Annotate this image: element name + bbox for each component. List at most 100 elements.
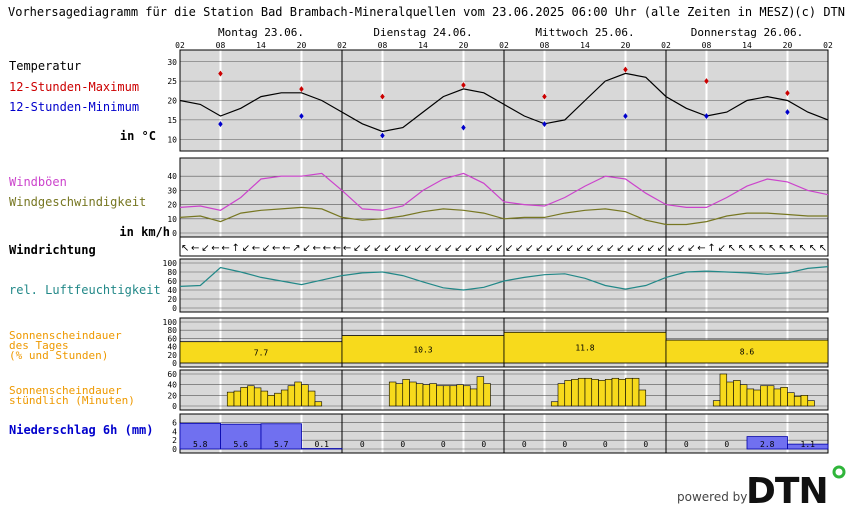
- panel-frame-dir: [179, 236, 829, 257]
- tmax-marker: ♦: [217, 69, 224, 78]
- tmax-label: 12-Stunden-Maximum: [9, 80, 139, 94]
- wind-arrow: ↙: [647, 243, 655, 254]
- hour-tick-label: 08: [540, 41, 550, 50]
- sun-hour-label-2: stündlich (Minuten): [9, 394, 135, 407]
- day-label: Mittwoch 25.06.: [535, 26, 634, 39]
- sunshine-hour-bar: [260, 390, 269, 407]
- sun-day-label-2: des Tages: [9, 339, 69, 352]
- hour-tick-label: 14: [256, 41, 266, 50]
- y-tick-label: 60: [167, 277, 177, 286]
- sunshine-hour-bar: [733, 380, 741, 407]
- panel-frame-shour: [179, 369, 829, 411]
- sunshine-hour-bar: [598, 380, 606, 407]
- y-tick-label: 6: [172, 418, 177, 427]
- wind-arrow: ↙: [505, 243, 513, 254]
- hour-tick-label: 14: [742, 41, 752, 50]
- day-label: Donnerstag 26.06.: [691, 26, 804, 39]
- y-tick-label: 10: [167, 135, 177, 144]
- wind-arrow: ←: [312, 243, 320, 254]
- tmin-marker: ♦: [784, 108, 791, 117]
- wind-unit-label: in km/h: [119, 225, 170, 239]
- sunshine-hour-bar: [793, 396, 802, 407]
- precip-value-label: 0: [522, 440, 527, 449]
- sunshine-hour-bar: [638, 389, 647, 407]
- sunshine-hour-bar: [469, 388, 478, 407]
- precip-value-label: 0: [400, 440, 405, 449]
- sunshine-day-label: 10.3: [413, 345, 432, 354]
- precip-value-label: 0: [441, 440, 446, 449]
- sunshine-hour-bar: [422, 384, 431, 407]
- precip-value-label: 0: [603, 440, 608, 449]
- precip-bar: [260, 423, 302, 450]
- wind-arrow: ←: [333, 243, 341, 254]
- y-tick-label: 100: [163, 259, 178, 268]
- y-tick-label: 40: [167, 381, 177, 390]
- tmin-marker: ♦: [703, 112, 710, 121]
- sunshine-hour-bar: [456, 384, 464, 407]
- y-tick-label: 2: [172, 436, 177, 445]
- wind-arrow: ↙: [535, 243, 543, 254]
- wind-arrow: ←: [191, 243, 199, 254]
- tmin-marker: ♦: [298, 112, 305, 121]
- sunshine-hour-bar: [274, 392, 282, 407]
- tmin-marker: ♦: [217, 120, 224, 129]
- windspeed-line: [179, 206, 828, 226]
- wind-arrow: ↙: [404, 243, 412, 254]
- hour-tick-label: 20: [297, 41, 307, 50]
- sunshine-hour-bar: [577, 377, 586, 407]
- y-tick-label: 40: [167, 172, 177, 181]
- tmax-marker: ♦: [460, 81, 467, 90]
- y-tick-label: 4: [172, 427, 177, 436]
- sunshine-hour-bar: [611, 377, 620, 407]
- precip-value-label: 2.8: [760, 440, 775, 449]
- tmin-marker: ♦: [460, 124, 467, 133]
- wind-arrow: ↙: [353, 243, 361, 254]
- y-tick-label: 40: [167, 286, 177, 295]
- sunshine-hour-bar: [557, 383, 566, 407]
- tmax-marker: ♦: [379, 93, 386, 102]
- sun-day-label-3: (% und Stunden): [9, 349, 108, 362]
- hour-tick-label: 02: [661, 41, 671, 50]
- svg-text:DTN: DTN: [746, 471, 828, 512]
- wind-arrow: ↙: [555, 243, 563, 254]
- sunshine-day-label: 11.8: [575, 344, 594, 353]
- wind-arrow: ←: [252, 243, 260, 254]
- wind-arrow: ←: [211, 243, 219, 254]
- sunshine-hour-bar: [780, 387, 788, 407]
- wind-arrow: ←: [282, 243, 290, 254]
- y-tick-label: 80: [167, 326, 177, 335]
- sunshine-hour-bar: [773, 388, 782, 407]
- wind-arrow: ↑: [231, 243, 239, 254]
- sunshine-hour-bar: [436, 385, 444, 407]
- y-tick-label: 20: [167, 201, 177, 210]
- wind-arrow: ↙: [677, 243, 685, 254]
- wind-arrow: ↙: [383, 243, 391, 254]
- precip-value-label: 0: [562, 440, 567, 449]
- sunshine-hour-bar: [604, 379, 613, 407]
- hour-tick-label: 20: [783, 41, 793, 50]
- tmax-marker: ♦: [298, 85, 305, 94]
- sunshine-hour-bar: [301, 384, 309, 407]
- hour-tick-label: 14: [418, 41, 428, 50]
- wind-arrow: ↖: [748, 243, 756, 254]
- sunshine-hour-bar: [584, 377, 593, 407]
- sunshine-hour-bar: [564, 380, 572, 407]
- y-tick-label: 30: [167, 186, 177, 195]
- wind-arrow: ↖: [768, 243, 776, 254]
- sunshine-hour-bar: [415, 383, 424, 407]
- sunshine-hour-bar: [226, 391, 235, 407]
- sunshine-hour-bar: [402, 379, 410, 407]
- sunshine-hour-bar: [753, 389, 761, 407]
- wind-arrow: ↙: [667, 243, 675, 254]
- wind-arrow: ←: [323, 243, 331, 254]
- wind-arrow: ↙: [586, 243, 594, 254]
- y-tick-label: 30: [167, 58, 177, 67]
- wind-arrow: ↙: [363, 243, 371, 254]
- sunshine-hour-bar: [463, 385, 471, 407]
- hour-tick-label: 08: [216, 41, 226, 50]
- sunshine-hour-bar: [625, 377, 633, 407]
- sunshine-hour-bar: [550, 401, 559, 407]
- precip-value-label: 0.1: [315, 440, 330, 449]
- y-tick-label: 40: [167, 343, 177, 352]
